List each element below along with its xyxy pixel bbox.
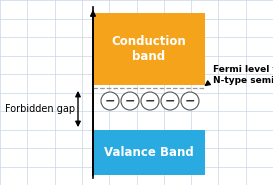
Text: −: − [165,95,175,107]
Text: Forbidden gap: Forbidden gap [5,104,75,114]
Text: −: − [105,95,115,107]
Bar [93,130,205,175]
Text: −: − [125,95,135,107]
Bar [93,13,205,85]
Text: Fermi level for
N-type semiconductor: Fermi level for N-type semiconductor [213,65,273,85]
Circle shape [161,92,179,110]
Circle shape [101,92,119,110]
Circle shape [141,92,159,110]
Circle shape [121,92,139,110]
Text: Conduction
band: Conduction band [112,35,186,63]
Circle shape [181,92,199,110]
Text: Valance Band: Valance Band [104,146,194,159]
Text: −: − [145,95,155,107]
Text: −: − [185,95,195,107]
